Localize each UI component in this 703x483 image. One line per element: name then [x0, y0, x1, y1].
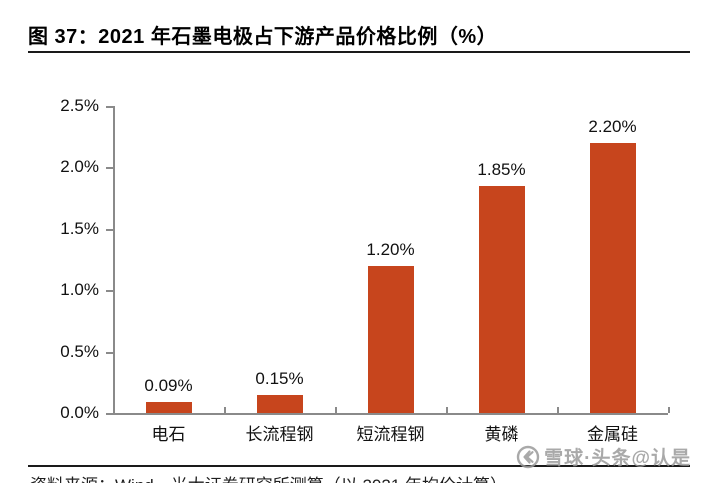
y-tick-label: 1.5%: [60, 218, 99, 238]
chart-bar: [478, 185, 525, 413]
source-note: 资料来源：Wind，光大证券研究所测算（以 2021 年均价计算）: [30, 471, 507, 483]
y-tick-mark: [106, 228, 113, 231]
x-tick-mark: [446, 407, 448, 413]
y-axis-line: [113, 106, 115, 413]
chart-bar: [256, 394, 303, 413]
y-tick-mark: [106, 106, 113, 108]
chart-bar: [145, 401, 192, 413]
y-tick-label: 0.0%: [60, 403, 99, 422]
y-tick-mark: [106, 290, 113, 293]
x-tick-mark: [668, 407, 670, 413]
x-tick-label: 黄磷: [484, 425, 519, 444]
x-tick-label: 金属硅: [587, 425, 638, 444]
figure-title: 图 37：2021 年石墨电极占下游产品价格比例（%）: [28, 26, 498, 48]
y-tick-mark: [106, 351, 113, 354]
footer-divider: [28, 465, 690, 467]
xueqiu-logo-icon: [516, 445, 540, 468]
y-tick-label: 1.0%: [60, 280, 99, 300]
chart-bar: [589, 142, 636, 413]
x-axis-line: [113, 413, 668, 415]
title-underline: [28, 51, 690, 53]
x-tick-mark: [335, 407, 337, 413]
y-tick-label: 2.5%: [60, 96, 99, 115]
bar-value-label: 0.09%: [144, 375, 193, 395]
bar-value-label: 2.20%: [588, 116, 637, 136]
y-tick-label: 0.5%: [60, 341, 99, 361]
x-tick-label: 短流程钢: [356, 425, 425, 444]
x-tick-mark: [113, 407, 115, 413]
chart-bar: [367, 265, 414, 413]
y-tick-mark: [106, 167, 113, 170]
x-tick-label: 长流程钢: [245, 425, 314, 444]
x-tick-mark: [224, 407, 226, 413]
x-tick-label: 电石: [151, 425, 186, 444]
bar-value-label: 1.85%: [477, 159, 526, 179]
y-tick-label: 2.0%: [60, 157, 99, 177]
x-tick-mark: [557, 407, 559, 413]
bar-value-label: 1.20%: [366, 239, 415, 259]
watermark: 雪球·头条@认是: [516, 443, 691, 470]
bar-value-label: 0.15%: [255, 368, 304, 388]
watermark-text: 雪球·头条@认是: [544, 448, 691, 469]
y-tick-mark: [106, 413, 113, 415]
